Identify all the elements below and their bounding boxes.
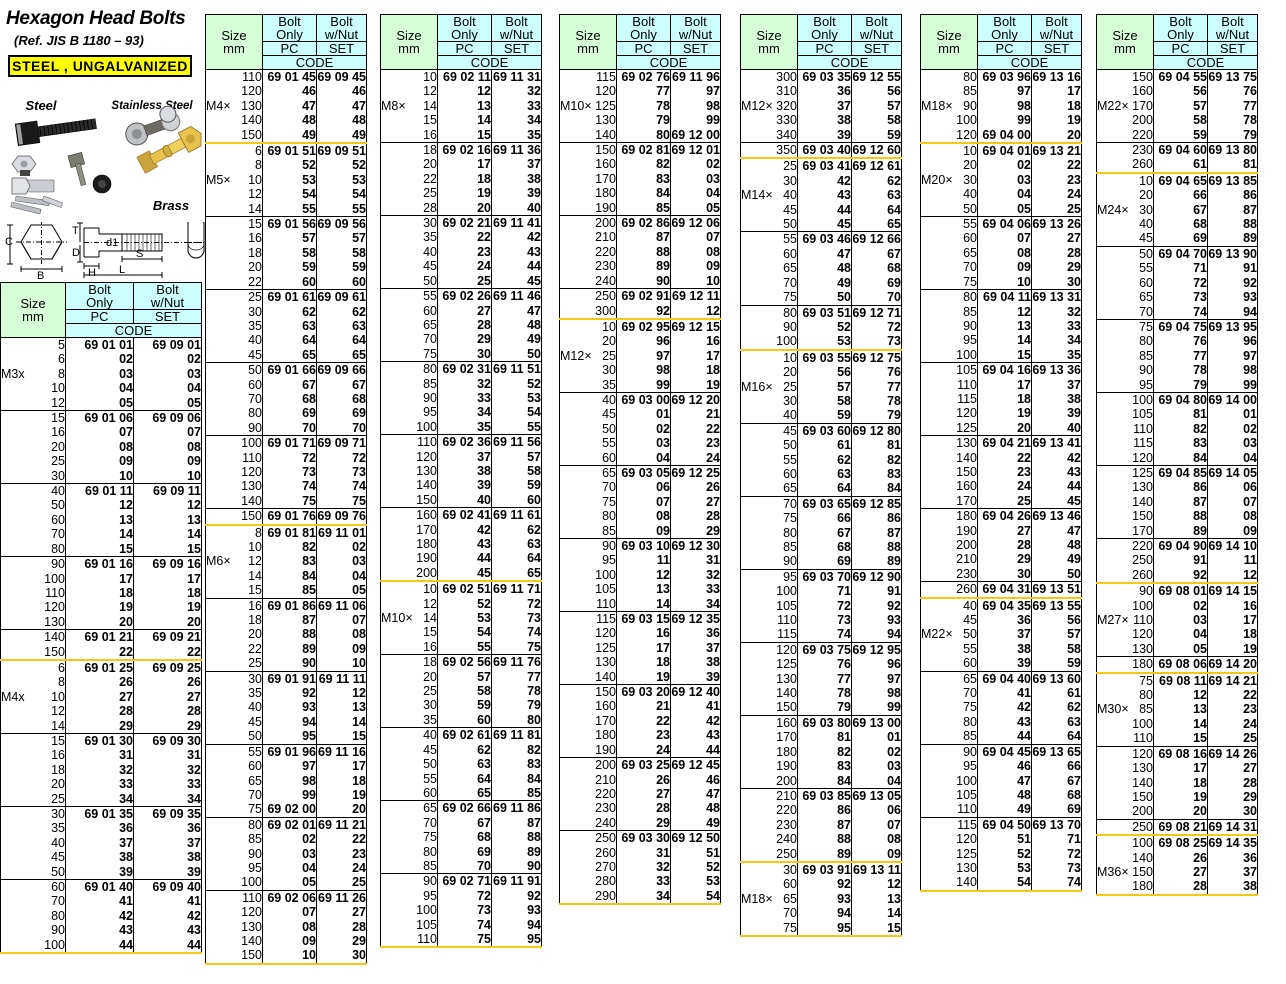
svg-text:C: C <box>5 236 13 248</box>
svg-text:S: S <box>136 248 143 260</box>
svg-text:Steel: Steel <box>25 98 56 113</box>
svg-text:Stainless Steel: Stainless Steel <box>111 100 193 112</box>
svg-text:B: B <box>37 270 44 282</box>
svg-text:D: D <box>72 247 80 259</box>
svg-text:Brass: Brass <box>153 198 189 213</box>
svg-text:d1: d1 <box>106 237 118 249</box>
svg-text:H: H <box>88 267 96 279</box>
svg-text:T: T <box>72 225 79 237</box>
svg-text:L: L <box>119 264 125 276</box>
